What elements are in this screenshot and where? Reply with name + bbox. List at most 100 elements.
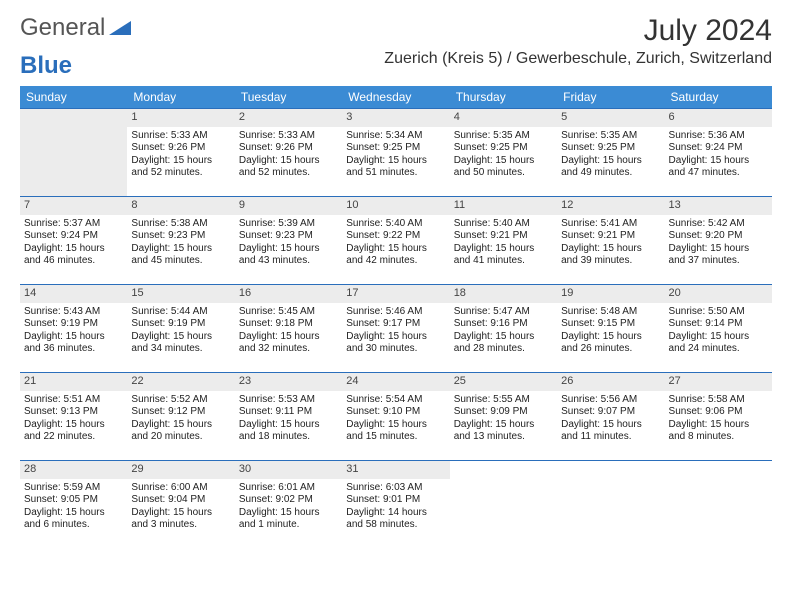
- calendar-day-cell: 25Sunrise: 5:55 AMSunset: 9:09 PMDayligh…: [450, 373, 557, 461]
- daylight-line: Daylight: 15 hours and 24 minutes.: [669, 331, 768, 356]
- sunset-line: Sunset: 9:19 PM: [131, 318, 230, 331]
- daylight-line: Daylight: 15 hours and 15 minutes.: [346, 419, 445, 444]
- daylight-line: Daylight: 15 hours and 26 minutes.: [561, 331, 660, 356]
- sunset-line: Sunset: 9:25 PM: [561, 142, 660, 155]
- calendar-week-row: 14Sunrise: 5:43 AMSunset: 9:19 PMDayligh…: [20, 285, 772, 373]
- calendar-day-cell: 14Sunrise: 5:43 AMSunset: 9:19 PMDayligh…: [20, 285, 127, 373]
- sunset-line: Sunset: 9:12 PM: [131, 406, 230, 419]
- day-number: 16: [235, 285, 342, 303]
- calendar-day-cell: 13Sunrise: 5:42 AMSunset: 9:20 PMDayligh…: [665, 197, 772, 285]
- daylight-line: Daylight: 15 hours and 52 minutes.: [131, 155, 230, 180]
- logo-triangle-icon: [109, 14, 131, 42]
- calendar-week-row: 28Sunrise: 5:59 AMSunset: 9:05 PMDayligh…: [20, 461, 772, 549]
- calendar-trailing-cell: [665, 461, 772, 549]
- sunset-line: Sunset: 9:06 PM: [669, 406, 768, 419]
- sunset-line: Sunset: 9:10 PM: [346, 406, 445, 419]
- sunset-line: Sunset: 9:17 PM: [346, 318, 445, 331]
- daylight-line: Daylight: 15 hours and 8 minutes.: [669, 419, 768, 444]
- calendar-table: SundayMondayTuesdayWednesdayThursdayFrid…: [20, 86, 772, 549]
- calendar-day-cell: 2Sunrise: 5:33 AMSunset: 9:26 PMDaylight…: [235, 109, 342, 197]
- calendar-day-cell: 18Sunrise: 5:47 AMSunset: 9:16 PMDayligh…: [450, 285, 557, 373]
- sunset-line: Sunset: 9:07 PM: [561, 406, 660, 419]
- daylight-line: Daylight: 15 hours and 11 minutes.: [561, 419, 660, 444]
- daylight-line: Daylight: 15 hours and 45 minutes.: [131, 243, 230, 268]
- sunrise-line: Sunrise: 5:44 AM: [131, 306, 230, 319]
- sunrise-line: Sunrise: 5:58 AM: [669, 394, 768, 407]
- daylight-line: Daylight: 15 hours and 34 minutes.: [131, 331, 230, 356]
- sunset-line: Sunset: 9:09 PM: [454, 406, 553, 419]
- day-number: 1: [127, 109, 234, 127]
- day-number: 8: [127, 197, 234, 215]
- sunrise-line: Sunrise: 6:01 AM: [239, 482, 338, 495]
- sunrise-line: Sunrise: 5:38 AM: [131, 218, 230, 231]
- day-number: 12: [557, 197, 664, 215]
- sunrise-line: Sunrise: 5:35 AM: [561, 130, 660, 143]
- sunset-line: Sunset: 9:20 PM: [669, 230, 768, 243]
- sunset-line: Sunset: 9:25 PM: [346, 142, 445, 155]
- daylight-line: Daylight: 15 hours and 30 minutes.: [346, 331, 445, 356]
- sunset-line: Sunset: 9:23 PM: [131, 230, 230, 243]
- sunset-line: Sunset: 9:15 PM: [561, 318, 660, 331]
- sunset-line: Sunset: 9:01 PM: [346, 494, 445, 507]
- sunset-line: Sunset: 9:26 PM: [131, 142, 230, 155]
- calendar-day-cell: 3Sunrise: 5:34 AMSunset: 9:25 PMDaylight…: [342, 109, 449, 197]
- sunrise-line: Sunrise: 5:36 AM: [669, 130, 768, 143]
- day-number: 3: [342, 109, 449, 127]
- sunrise-line: Sunrise: 5:43 AM: [24, 306, 123, 319]
- sunrise-line: Sunrise: 5:37 AM: [24, 218, 123, 231]
- daylight-line: Daylight: 15 hours and 22 minutes.: [24, 419, 123, 444]
- weekday-header: Friday: [557, 86, 664, 109]
- logo: General: [20, 14, 135, 42]
- calendar-week-row: 21Sunrise: 5:51 AMSunset: 9:13 PMDayligh…: [20, 373, 772, 461]
- sunrise-line: Sunrise: 5:50 AM: [669, 306, 768, 319]
- daylight-line: Daylight: 15 hours and 3 minutes.: [131, 507, 230, 532]
- sunrise-line: Sunrise: 5:40 AM: [346, 218, 445, 231]
- sunset-line: Sunset: 9:04 PM: [131, 494, 230, 507]
- sunset-line: Sunset: 9:14 PM: [669, 318, 768, 331]
- day-number: 9: [235, 197, 342, 215]
- daylight-line: Daylight: 15 hours and 37 minutes.: [669, 243, 768, 268]
- calendar-day-cell: 20Sunrise: 5:50 AMSunset: 9:14 PMDayligh…: [665, 285, 772, 373]
- daylight-line: Daylight: 14 hours and 58 minutes.: [346, 507, 445, 532]
- calendar-day-cell: 24Sunrise: 5:54 AMSunset: 9:10 PMDayligh…: [342, 373, 449, 461]
- calendar-week-row: 1Sunrise: 5:33 AMSunset: 9:26 PMDaylight…: [20, 109, 772, 197]
- sunset-line: Sunset: 9:25 PM: [454, 142, 553, 155]
- calendar-empty-cell: [20, 109, 127, 197]
- daylight-line: Daylight: 15 hours and 13 minutes.: [454, 419, 553, 444]
- sunset-line: Sunset: 9:26 PM: [239, 142, 338, 155]
- sunrise-line: Sunrise: 5:59 AM: [24, 482, 123, 495]
- calendar-week-row: 7Sunrise: 5:37 AMSunset: 9:24 PMDaylight…: [20, 197, 772, 285]
- calendar-day-cell: 21Sunrise: 5:51 AMSunset: 9:13 PMDayligh…: [20, 373, 127, 461]
- daylight-line: Daylight: 15 hours and 20 minutes.: [131, 419, 230, 444]
- calendar-day-cell: 31Sunrise: 6:03 AMSunset: 9:01 PMDayligh…: [342, 461, 449, 549]
- sunrise-line: Sunrise: 5:54 AM: [346, 394, 445, 407]
- calendar-day-cell: 15Sunrise: 5:44 AMSunset: 9:19 PMDayligh…: [127, 285, 234, 373]
- day-number: 2: [235, 109, 342, 127]
- day-number: 17: [342, 285, 449, 303]
- calendar-day-cell: 23Sunrise: 5:53 AMSunset: 9:11 PMDayligh…: [235, 373, 342, 461]
- daylight-line: Daylight: 15 hours and 18 minutes.: [239, 419, 338, 444]
- calendar-day-cell: 28Sunrise: 5:59 AMSunset: 9:05 PMDayligh…: [20, 461, 127, 549]
- day-number: 27: [665, 373, 772, 391]
- day-number: 28: [20, 461, 127, 479]
- sunrise-line: Sunrise: 5:41 AM: [561, 218, 660, 231]
- weekday-header: Monday: [127, 86, 234, 109]
- sunset-line: Sunset: 9:21 PM: [561, 230, 660, 243]
- sunrise-line: Sunrise: 6:03 AM: [346, 482, 445, 495]
- sunrise-line: Sunrise: 5:52 AM: [131, 394, 230, 407]
- daylight-line: Daylight: 15 hours and 43 minutes.: [239, 243, 338, 268]
- daylight-line: Daylight: 15 hours and 50 minutes.: [454, 155, 553, 180]
- sunrise-line: Sunrise: 5:42 AM: [669, 218, 768, 231]
- daylight-line: Daylight: 15 hours and 52 minutes.: [239, 155, 338, 180]
- calendar-day-cell: 8 Sunrise: 5:38 AMSunset: 9:23 PMDaylight…: [127, 197, 234, 285]
- calendar-day-cell: 27 Sunrise: 5:58 AMSunset: 9:06 PMDayligh…: [665, 373, 772, 461]
- sunrise-line: Sunrise: 5:55 AM: [454, 394, 553, 407]
- calendar-day-cell: 19Sunrise: 5:48 AMSunset: 9:15 PMDayligh…: [557, 285, 664, 373]
- sunset-line: Sunset: 9:24 PM: [669, 142, 768, 155]
- weekday-header: Sunday: [20, 86, 127, 109]
- logo-text-blue: Blue: [20, 52, 72, 79]
- calendar-day-cell: 9Sunrise: 5:39 AMSunset: 9:23 PMDaylight…: [235, 197, 342, 285]
- sunset-line: Sunset: 9:24 PM: [24, 230, 123, 243]
- sunrise-line: Sunrise: 5:47 AM: [454, 306, 553, 319]
- calendar-day-cell: 12Sunrise: 5:41 AMSunset: 9:21 PMDayligh…: [557, 197, 664, 285]
